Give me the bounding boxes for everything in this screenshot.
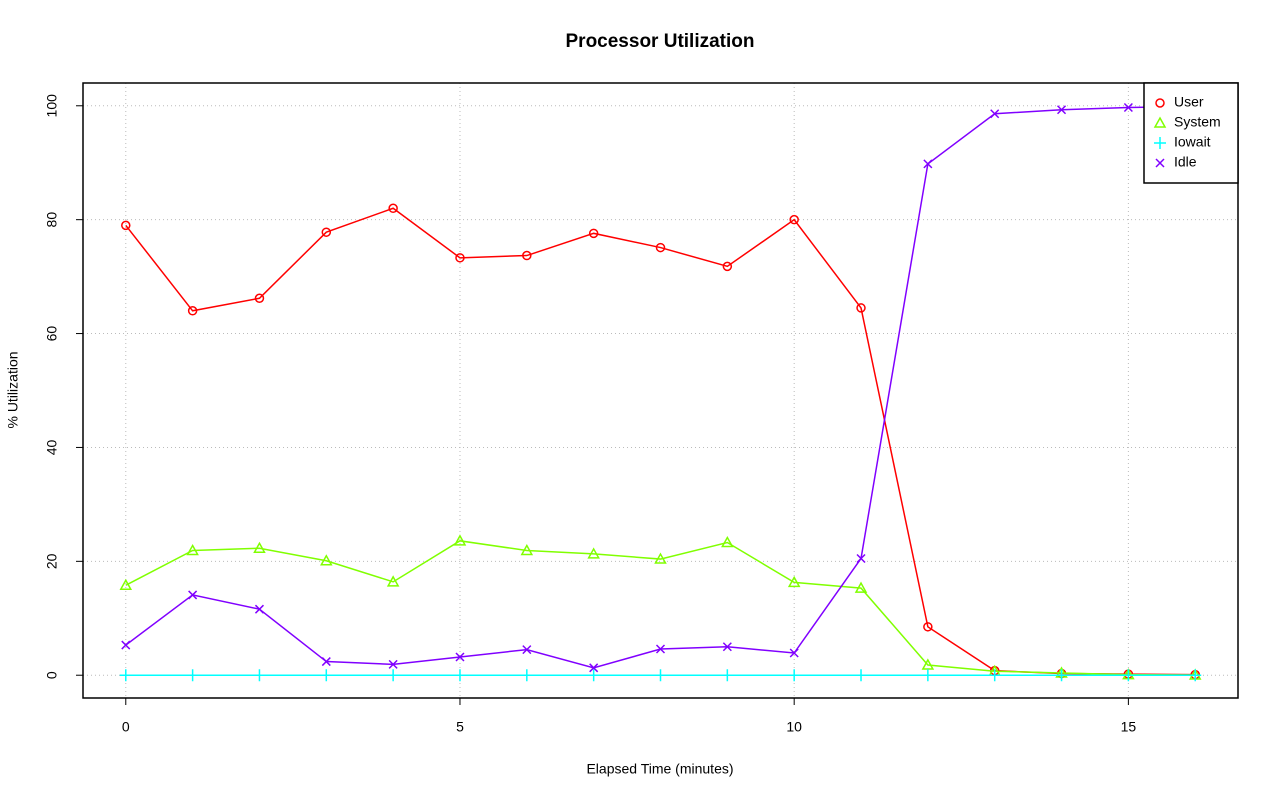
marker bbox=[321, 227, 332, 237]
legend: User System Iowait Idle bbox=[1143, 82, 1239, 184]
series-line bbox=[125, 540, 1196, 676]
series-line bbox=[125, 207, 1196, 676]
marker bbox=[587, 669, 600, 682]
marker bbox=[1055, 669, 1068, 682]
marker bbox=[722, 261, 733, 272]
series-line bbox=[125, 105, 1196, 669]
marker bbox=[387, 669, 400, 682]
x-tick-label: 10 bbox=[786, 719, 802, 735]
marker bbox=[921, 669, 934, 682]
legend-label: System bbox=[1174, 114, 1221, 130]
marker bbox=[254, 293, 265, 303]
marker bbox=[654, 552, 667, 564]
marker bbox=[453, 669, 466, 682]
marker bbox=[522, 250, 532, 261]
marker bbox=[320, 669, 333, 682]
marker bbox=[522, 645, 532, 655]
legend-label: Iowait bbox=[1174, 134, 1211, 150]
legend-marker bbox=[1155, 158, 1165, 168]
y-tick-label: 60 bbox=[44, 326, 60, 342]
marker bbox=[388, 659, 398, 669]
marker bbox=[1122, 669, 1135, 682]
marker bbox=[520, 543, 534, 556]
marker bbox=[187, 306, 198, 316]
marker bbox=[1123, 102, 1133, 113]
marker bbox=[321, 657, 331, 667]
marker bbox=[388, 203, 398, 214]
marker bbox=[923, 159, 933, 169]
marker bbox=[587, 547, 600, 559]
y-tick-label: 80 bbox=[44, 212, 60, 228]
marker bbox=[455, 652, 465, 662]
marker bbox=[856, 303, 866, 313]
legend-marker bbox=[1155, 98, 1165, 108]
y-tick-label: 0 bbox=[44, 671, 60, 679]
marker bbox=[655, 644, 666, 654]
legend-marker bbox=[1154, 137, 1166, 149]
y-tick-label: 40 bbox=[44, 439, 60, 455]
marker bbox=[789, 648, 799, 658]
y-tick-label: 20 bbox=[44, 553, 60, 569]
marker bbox=[654, 669, 667, 682]
marker bbox=[119, 669, 132, 682]
marker bbox=[988, 669, 1001, 682]
y-axis-label: % Utilization bbox=[5, 351, 21, 428]
x-axis-label: Elapsed Time (minutes) bbox=[586, 761, 733, 777]
plot-frame bbox=[82, 82, 1239, 699]
marker bbox=[854, 581, 868, 593]
marker bbox=[721, 535, 734, 548]
marker bbox=[588, 228, 599, 239]
marker bbox=[253, 541, 266, 553]
legend-label: User bbox=[1174, 94, 1204, 110]
marker bbox=[1057, 105, 1067, 115]
marker bbox=[453, 534, 467, 546]
marker bbox=[990, 109, 1000, 119]
x-tick-label: 15 bbox=[1121, 719, 1137, 735]
marker bbox=[386, 575, 400, 587]
y-tick-label: 100 bbox=[44, 94, 60, 118]
marker bbox=[787, 575, 801, 588]
marker bbox=[722, 642, 732, 652]
marker bbox=[655, 242, 666, 253]
marker bbox=[188, 590, 198, 600]
marker bbox=[589, 663, 599, 673]
marker bbox=[855, 669, 868, 682]
marker bbox=[253, 669, 266, 682]
marker bbox=[788, 669, 801, 682]
x-tick-label: 0 bbox=[122, 719, 130, 735]
marker bbox=[119, 578, 133, 590]
marker bbox=[1189, 669, 1202, 682]
legend-marker bbox=[1153, 116, 1167, 128]
marker bbox=[721, 669, 734, 682]
legend-label: Idle bbox=[1174, 154, 1197, 170]
marker bbox=[520, 669, 533, 682]
marker bbox=[789, 214, 799, 225]
marker bbox=[254, 604, 264, 614]
marker bbox=[320, 554, 333, 566]
marker bbox=[455, 253, 465, 263]
marker bbox=[121, 640, 131, 650]
marker bbox=[923, 622, 933, 632]
marker bbox=[121, 220, 131, 231]
marker bbox=[856, 553, 866, 564]
x-tick-label: 5 bbox=[456, 719, 464, 735]
marker bbox=[921, 658, 935, 670]
marker bbox=[186, 543, 199, 556]
chart-title: Processor Utilization bbox=[566, 31, 755, 52]
marker bbox=[186, 669, 199, 682]
